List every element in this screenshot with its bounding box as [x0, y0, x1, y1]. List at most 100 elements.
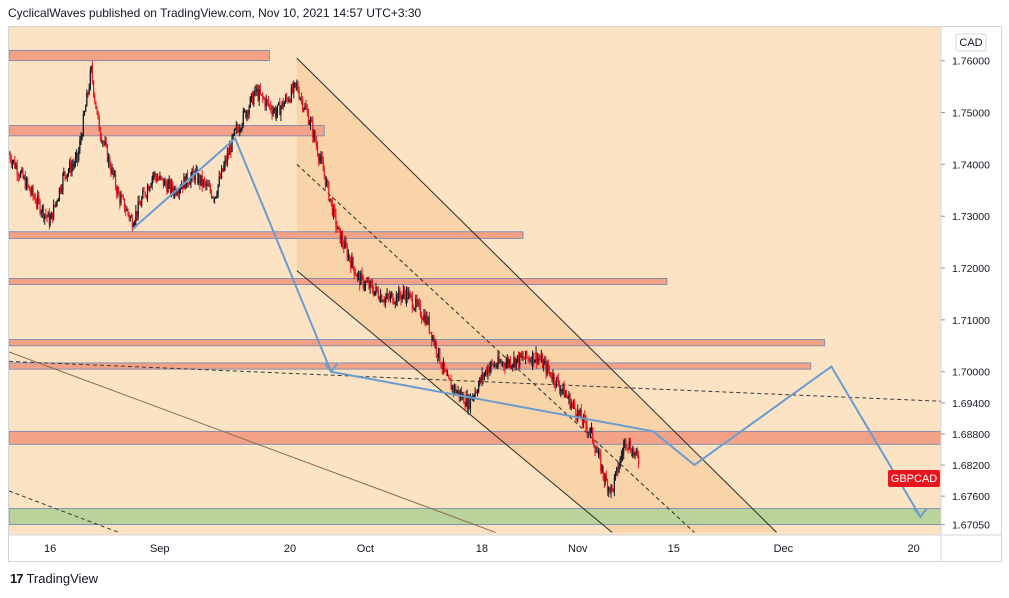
candle-body — [125, 210, 127, 212]
candle-body — [143, 191, 145, 193]
candle-body — [106, 145, 109, 162]
candle-body — [242, 110, 244, 125]
x-tick-label: Sep — [150, 543, 170, 555]
y-tick-label: 1.67600 — [952, 491, 990, 503]
candle-body — [158, 178, 160, 180]
candle-body — [304, 105, 306, 109]
candle-body — [455, 386, 457, 394]
brand-footer[interactable]: 17 TradingView — [10, 571, 98, 586]
candle-body — [339, 228, 341, 243]
candle-body — [122, 196, 124, 199]
candle-body — [15, 165, 17, 169]
candle-body — [371, 284, 374, 291]
candle-body — [50, 212, 52, 220]
candle-body — [227, 153, 230, 155]
candle-body — [307, 112, 310, 125]
candle-body — [145, 196, 147, 197]
candle-body — [616, 467, 618, 472]
candle-body — [558, 385, 561, 392]
candle-body — [456, 391, 458, 394]
candle-body — [625, 439, 627, 446]
candle-body — [246, 111, 248, 118]
candle-body — [56, 201, 58, 203]
candle-body — [114, 173, 117, 187]
candle-body — [138, 200, 140, 205]
candle-body — [287, 98, 289, 102]
candle-body — [95, 101, 97, 109]
candle-body — [473, 395, 475, 397]
candle-body — [293, 83, 295, 93]
candle-body — [545, 361, 547, 374]
candle-body — [336, 226, 338, 230]
candle-body — [619, 457, 621, 467]
candle-body — [515, 358, 517, 368]
candle-body — [480, 377, 482, 382]
candle-body — [170, 182, 173, 192]
candle-body — [611, 485, 613, 489]
candle-body — [134, 222, 136, 226]
candle-body — [169, 180, 171, 192]
x-tick-label: Dec — [774, 543, 794, 555]
y-tick-label: 1.76000 — [952, 56, 990, 68]
price-axis[interactable]: 1.76000 1.75000 1.74000 1.73000 1.72000 1.710… — [941, 56, 990, 532]
candle-body — [176, 193, 178, 195]
candle-body — [438, 348, 440, 358]
candle-body — [199, 175, 201, 185]
candle-body — [272, 110, 274, 115]
candle-body — [493, 364, 496, 367]
candle-body — [210, 191, 213, 198]
candle-body — [220, 168, 223, 178]
candle-body — [362, 275, 364, 288]
candle-body — [527, 357, 529, 359]
candle-body — [513, 357, 515, 365]
candle-body — [385, 297, 387, 299]
candle-body — [146, 186, 149, 197]
candle-body — [635, 449, 637, 453]
candle-body — [495, 364, 497, 367]
candle-body — [580, 409, 582, 420]
candle-body — [247, 111, 249, 115]
candle-body — [193, 172, 195, 181]
candle-body — [332, 206, 335, 216]
candle-body — [265, 99, 267, 107]
candle-body — [327, 180, 329, 183]
candle-body — [517, 355, 520, 366]
candle-body — [403, 290, 406, 295]
candle-body — [446, 371, 448, 376]
candle-body — [113, 173, 115, 176]
candle-body — [223, 165, 225, 172]
candle-body — [555, 377, 558, 387]
brand-name: TradingView — [26, 571, 99, 586]
candle-body — [312, 121, 314, 138]
candle-body — [485, 370, 487, 375]
candle-body — [245, 110, 247, 118]
candle-body — [243, 110, 246, 112]
candle-body — [51, 212, 54, 220]
candle-body — [469, 396, 472, 408]
candle-body — [509, 359, 512, 368]
candle-body — [264, 99, 266, 107]
candle-body — [32, 187, 34, 196]
y-tick-label: 1.75000 — [952, 108, 990, 120]
candle-body — [583, 415, 585, 424]
candle-body — [87, 92, 89, 94]
candle-body — [586, 426, 588, 433]
candle-body — [102, 141, 104, 143]
candle-body — [564, 393, 566, 398]
candle-body — [209, 185, 211, 192]
candle-body — [579, 409, 581, 414]
time-axis[interactable]: 16 Sep 20 Oct 18 Nov 15 Dec 20 — [44, 543, 920, 555]
candle-body — [324, 175, 327, 186]
candle-body — [27, 179, 29, 186]
candle-body — [260, 93, 263, 95]
candle-body — [313, 131, 315, 138]
candle-body — [83, 111, 86, 115]
candle-body — [248, 107, 250, 115]
candle-body — [131, 217, 133, 229]
candle-body — [506, 358, 508, 363]
candle-body — [91, 66, 94, 82]
candle-body — [81, 135, 83, 138]
candle-body — [218, 176, 220, 185]
support-zone-8 — [9, 508, 941, 526]
